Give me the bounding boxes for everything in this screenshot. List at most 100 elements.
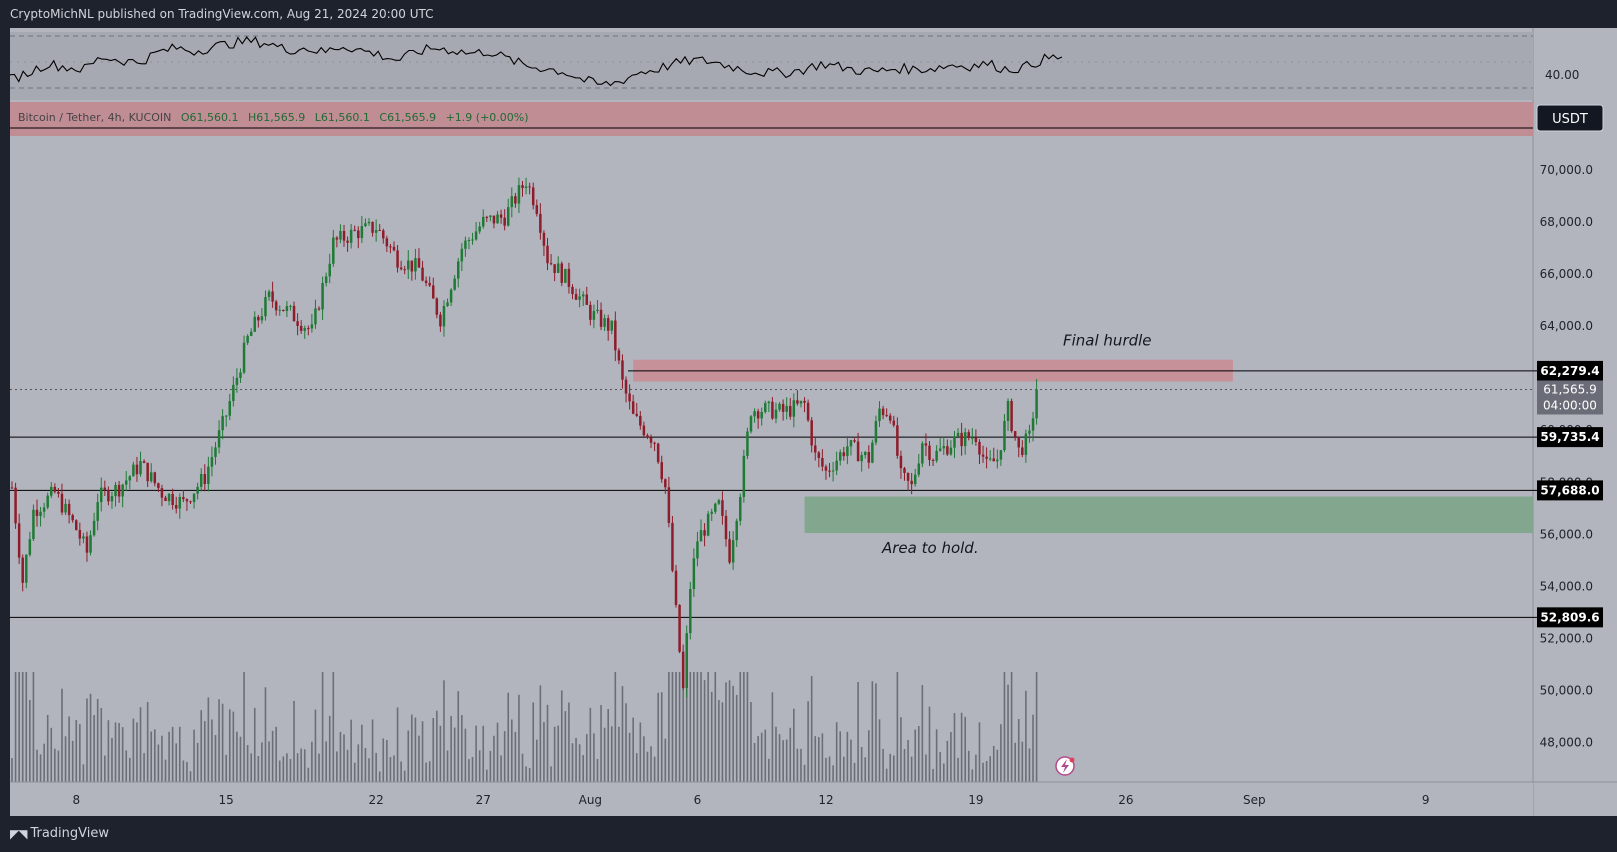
candle-body (210, 457, 214, 467)
volume-bar (361, 724, 363, 782)
volume-bar (503, 731, 506, 782)
price-axis-panel (1533, 28, 1617, 816)
volume-bar (318, 753, 320, 782)
time-axis-panel (10, 782, 1533, 816)
candle-body (689, 589, 692, 634)
candle-body (1013, 431, 1017, 437)
currency-label[interactable]: USDT (1552, 112, 1588, 127)
candle-body (364, 223, 367, 227)
candle-body (706, 513, 710, 536)
candle-body (100, 487, 103, 503)
candle-body (703, 530, 706, 536)
volume-bar (768, 758, 770, 782)
volume-bar (992, 745, 995, 782)
candle-body (888, 415, 892, 421)
candle-body (196, 486, 199, 494)
volume-bar (32, 672, 35, 782)
candle-body (124, 480, 128, 485)
candle-body (17, 523, 21, 558)
candle-body (432, 285, 435, 299)
volume-bar (818, 737, 820, 782)
candle-body (849, 440, 853, 447)
candle-body (674, 570, 678, 605)
candle-body (928, 445, 931, 461)
candle-body (149, 472, 153, 482)
candle-body (178, 497, 182, 509)
candle-body (421, 267, 424, 281)
candle-body (167, 493, 171, 502)
candle-body (310, 324, 314, 329)
candle-body (985, 456, 988, 459)
candle-body (792, 400, 796, 417)
candle-body (1028, 430, 1031, 434)
volume-bar (939, 752, 941, 782)
volume-bar (518, 694, 520, 782)
candle-body (214, 447, 217, 458)
volume-bar (14, 672, 17, 782)
candle-body (696, 541, 699, 559)
tradingview-logo[interactable]: ◤◥ TradingView (10, 826, 109, 841)
volume-bar (603, 727, 606, 782)
candle-body (474, 231, 478, 240)
price-tick-label: 70,000.0 (1540, 163, 1593, 177)
rsi-pane: 40.00 (9, 32, 1579, 100)
volume-bar (403, 770, 406, 782)
candle-body (267, 291, 271, 298)
volume-bar (650, 746, 652, 782)
candle-body (253, 316, 257, 332)
candle-body (756, 411, 760, 419)
time-tick-label: 27 (476, 793, 491, 807)
volume-bar (314, 709, 317, 782)
header-bar: CryptoMichNL published on TradingView.co… (0, 0, 1617, 28)
candle-body (746, 431, 749, 456)
volume-bar (196, 742, 199, 782)
candle-body (1006, 400, 1010, 421)
candle-body (328, 263, 331, 277)
candle-body (635, 413, 638, 416)
current-price-label: 61,565.9 04:00:00 (1537, 380, 1603, 415)
lightning-icon[interactable] (1055, 756, 1075, 776)
volume-bar (732, 685, 734, 782)
candle-body (617, 350, 621, 361)
candle-body (796, 400, 799, 404)
candle-body (228, 401, 232, 416)
candle-body (553, 264, 556, 273)
candle-body (624, 379, 628, 394)
volume-bar (343, 734, 345, 782)
candle-body (949, 447, 953, 455)
horizontal-level-label: 62,279.4 (1540, 364, 1599, 378)
candle-body (753, 411, 756, 417)
volume-bar (225, 754, 227, 782)
candle-body (874, 421, 878, 443)
candle-body (392, 246, 396, 251)
candle-body (221, 416, 224, 431)
volume-bar (211, 719, 213, 782)
candle-body (303, 328, 306, 331)
volume-bar (800, 748, 802, 782)
volume-bar (550, 766, 552, 782)
candle-body (446, 302, 449, 307)
volume-bar (121, 727, 124, 782)
candle-body (678, 604, 681, 652)
candle-body (935, 450, 938, 461)
candle-body (728, 539, 731, 563)
candle-body (881, 408, 885, 416)
candle-body (878, 408, 881, 422)
volume-bar (57, 750, 60, 782)
price-tick-label: 68,000.0 (1540, 215, 1593, 229)
volume-bar (61, 688, 63, 782)
candle-body (710, 511, 713, 514)
volume-bar (578, 744, 581, 782)
time-tick-label: 8 (72, 793, 80, 807)
candle-body (385, 238, 389, 247)
volume-bar (364, 748, 367, 782)
candle-body (1003, 420, 1006, 451)
tradingview-logo-icon: ◤◥ (10, 826, 27, 841)
candle-body (978, 441, 981, 455)
candle-body (496, 214, 499, 224)
currency-button[interactable] (1536, 104, 1604, 132)
volume-bar (728, 680, 731, 782)
time-tick-label: 9 (1422, 793, 1430, 807)
volume-bar (471, 757, 474, 782)
